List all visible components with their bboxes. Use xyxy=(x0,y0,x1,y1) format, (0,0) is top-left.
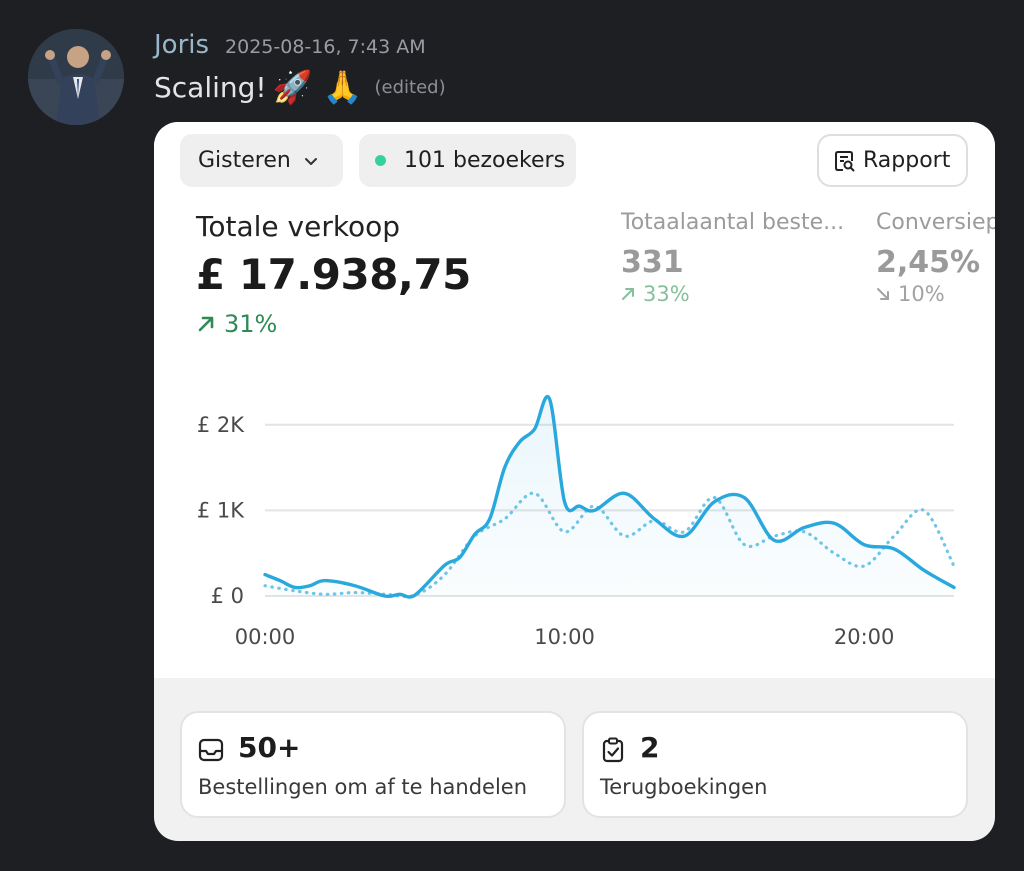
live-dot-icon xyxy=(375,155,386,166)
total-sales-value: £ 17.938,75 xyxy=(196,250,471,299)
x-tick-label: 00:00 xyxy=(235,625,296,649)
orders-value: 331 xyxy=(621,245,684,280)
message-header: Joris 2025-08-16, 7:43 AM xyxy=(154,30,426,60)
y-tick-label: £ 0 xyxy=(211,584,244,608)
visitors-badge[interactable]: 101 bezoekers xyxy=(359,134,576,187)
conversion-change-value: 10% xyxy=(898,282,945,306)
conversion-value: 2,45% xyxy=(876,245,981,280)
report-label: Rapport xyxy=(863,148,951,173)
arrow-up-right-icon xyxy=(198,316,214,332)
arrow-up-right-icon xyxy=(622,288,634,300)
period-label: Gisteren xyxy=(198,148,291,173)
x-tick-label: 20:00 xyxy=(834,625,895,649)
chargebacks-value: 2 xyxy=(640,731,660,764)
period-dropdown[interactable]: Gisteren xyxy=(180,134,343,187)
orders-to-fulfill-tile[interactable]: 50+ Bestellingen om af te handelen xyxy=(180,711,566,818)
y-tick-label: £ 2K xyxy=(197,413,245,437)
message-emojis: 🚀 🙏 xyxy=(272,68,363,106)
arrow-down-right-icon xyxy=(877,288,889,300)
orders-change: 33% xyxy=(621,282,851,306)
x-tick-label: 10:00 xyxy=(534,625,595,649)
dashboard-panel: Gisteren 101 bezoekers Rapport Totale ve… xyxy=(154,122,995,678)
chevron-down-icon xyxy=(304,157,317,165)
orders-to-fulfill-label: Bestellingen om af te handelen xyxy=(198,775,528,799)
total-sales-label: Totale verkoop xyxy=(196,210,401,243)
inbox-icon xyxy=(198,738,224,762)
avatar[interactable] xyxy=(28,29,124,125)
report-search-icon xyxy=(835,150,855,171)
total-sales-change: 31% xyxy=(196,310,277,338)
current-series-area xyxy=(265,396,954,598)
report-button[interactable]: Rapport xyxy=(817,134,968,187)
orders-to-fulfill-value: 50+ xyxy=(238,731,301,764)
visitors-label: 101 bezoekers xyxy=(404,148,566,173)
metric-total-orders[interactable]: Totaalaantal beste... 331 33% xyxy=(621,210,851,306)
message-body: Scaling! 🚀 🙏 (edited) xyxy=(154,68,446,106)
metric-conversion[interactable]: Conversiep 2,45% 10% xyxy=(876,210,995,306)
conversion-change: 10% xyxy=(876,282,995,306)
edited-label: (edited) xyxy=(374,76,446,98)
orders-change-value: 33% xyxy=(643,282,690,306)
conversion-label: Conversiep xyxy=(876,210,995,235)
orders-label: Totaalaantal beste... xyxy=(621,210,845,235)
timestamp: 2025-08-16, 7:43 AM xyxy=(225,36,426,58)
sales-line-chart[interactable]: £ 0 £ 1K £ 2K 00:00 10:00 20:00 xyxy=(154,362,995,672)
clipboard-check-icon xyxy=(602,737,624,763)
chargebacks-label: Terugboekingen xyxy=(600,775,768,799)
y-tick-label: £ 1K xyxy=(197,498,245,522)
username[interactable]: Joris xyxy=(154,30,210,60)
total-sales-change-value: 31% xyxy=(224,310,278,338)
message-text: Scaling! xyxy=(154,70,267,104)
chargebacks-tile[interactable]: 2 Terugboekingen xyxy=(582,711,968,818)
embedded-image-card[interactable]: Gisteren 101 bezoekers Rapport Totale ve… xyxy=(154,122,995,841)
avatar-image xyxy=(28,29,124,125)
current-series-line xyxy=(263,394,956,599)
